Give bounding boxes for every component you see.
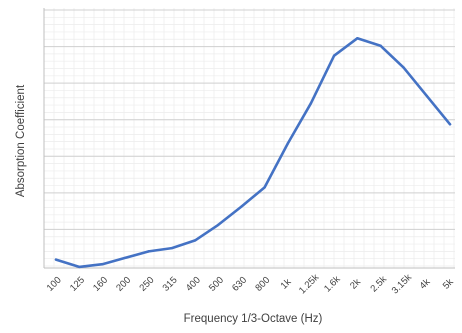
x-tick-label: 200 (114, 275, 133, 294)
x-tick-label: 160 (91, 275, 110, 294)
y-axis-label: Absorption Coefficient (15, 84, 27, 197)
x-tick-label: 800 (253, 275, 272, 294)
axes (43, 8, 455, 269)
data-point (170, 246, 174, 250)
data-point (193, 239, 197, 242)
x-axis-label: Frequency 1/3-Octave (Hz) (184, 313, 323, 325)
major-grid (44, 9, 455, 230)
minor-grid (43, 8, 455, 268)
x-tick-label: 315 (161, 275, 180, 294)
series-line (54, 36, 452, 269)
data-point (54, 258, 58, 261)
data-point (217, 223, 220, 227)
data-point (356, 37, 359, 40)
x-tick-label: 4k (418, 277, 433, 292)
data-point (77, 265, 81, 269)
data-point (332, 54, 336, 57)
x-tick-label: 125 (68, 275, 87, 294)
x-tick-label: 2.5k (368, 274, 389, 295)
series-layer (54, 36, 452, 269)
x-tick-label: 630 (230, 275, 249, 294)
data-point (448, 123, 452, 126)
x-tick-label: 400 (184, 275, 203, 294)
data-point (309, 102, 313, 105)
data-point (124, 256, 127, 259)
x-tick-label: 3.15k (390, 272, 414, 296)
x-tick-label: 1k (279, 277, 294, 292)
x-tick-label: 5k (441, 277, 456, 292)
x-tick-label: 2k (348, 277, 363, 292)
x-tick-label: 500 (207, 275, 226, 294)
x-tick-label: 1.25k (297, 272, 321, 296)
data-point (286, 142, 289, 145)
x-tick-label: 1.6k (322, 274, 343, 295)
data-point (263, 186, 266, 189)
data-point (240, 205, 243, 208)
x-tick-label: 100 (45, 275, 64, 294)
data-point (147, 250, 150, 253)
data-point (379, 44, 382, 47)
data-point (402, 66, 405, 69)
x-tick-label: 250 (137, 275, 156, 294)
data-point (101, 262, 104, 266)
x-tick-labels: 100 125 160 200 250 315 400 500 630 800 1k 1.25k 1.6… (45, 272, 456, 296)
data-point (425, 94, 429, 98)
